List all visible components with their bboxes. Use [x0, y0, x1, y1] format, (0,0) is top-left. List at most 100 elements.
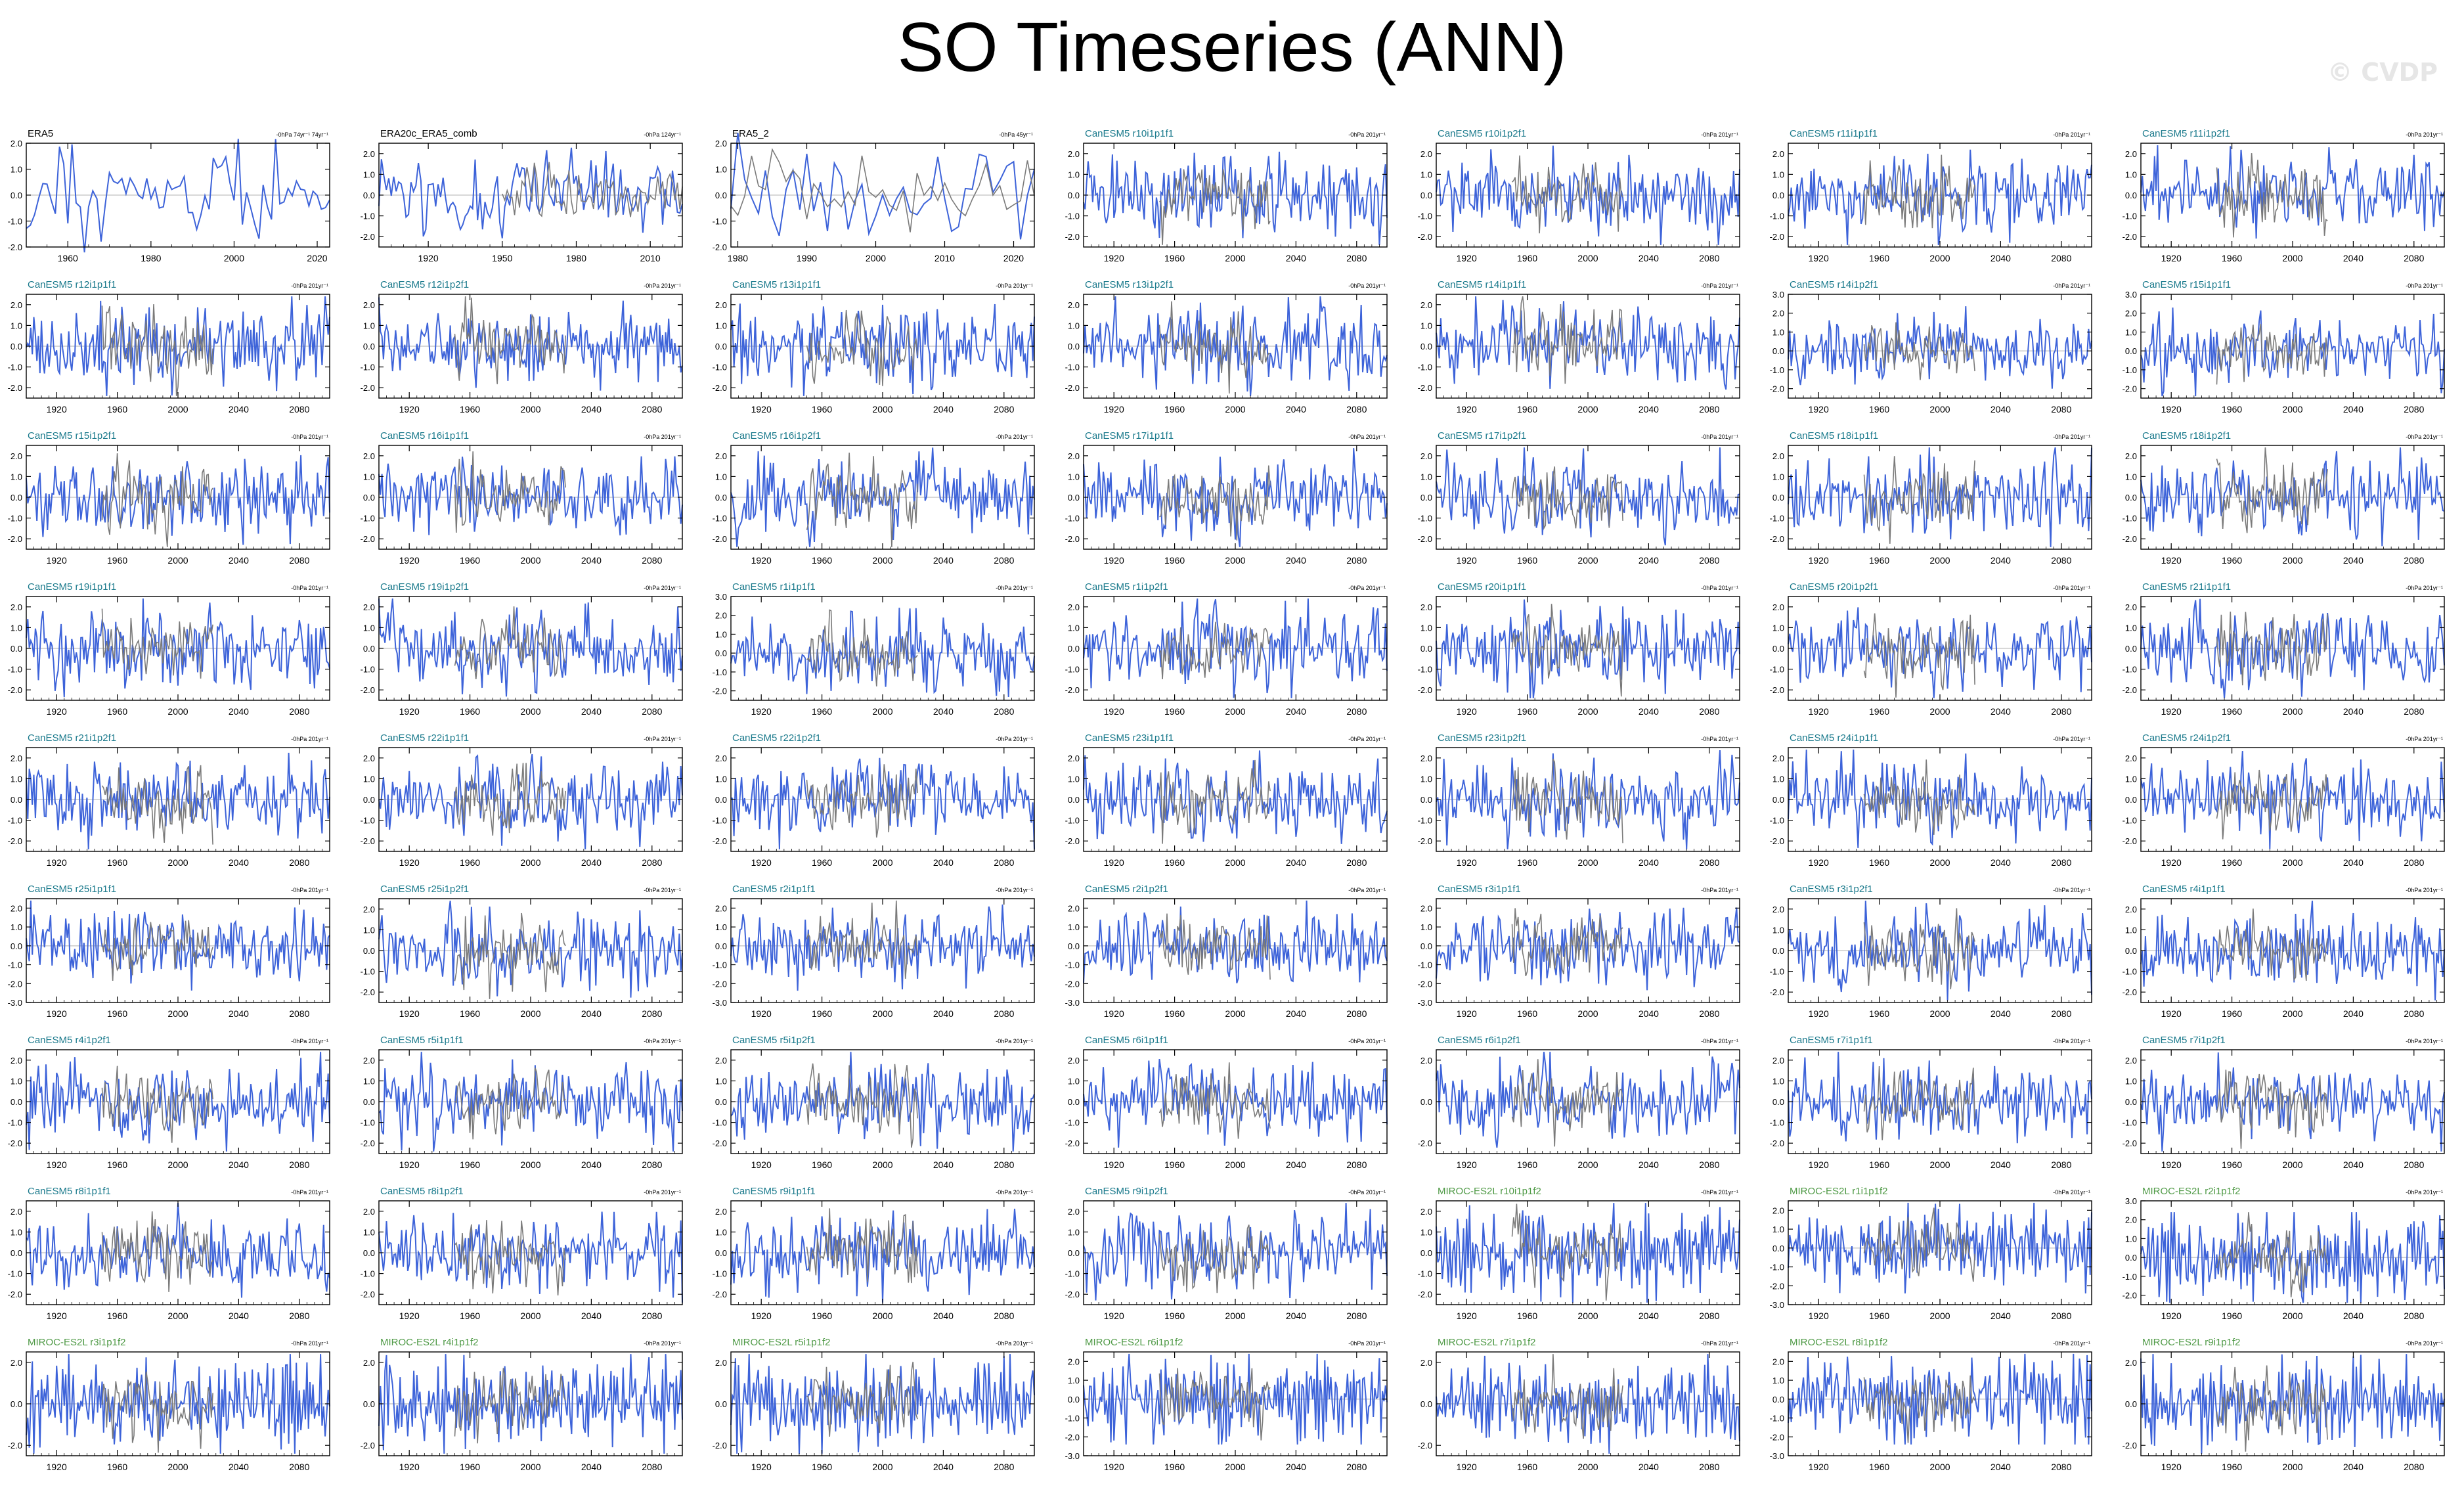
y-tick-label: 0.0 [11, 493, 22, 503]
y-tick-label: 0.0 [1420, 644, 1432, 654]
y-tick-label: 0.0 [1772, 1244, 1784, 1253]
y-tick-label: 2.0 [1772, 1357, 1784, 1366]
x-tick-label: 2040 [1286, 857, 1306, 868]
y-tick-label: 2.0 [363, 1207, 375, 1217]
series-line-obs [1159, 465, 1271, 541]
series-line-primary [378, 1211, 683, 1303]
x-tick-label: 2000 [872, 706, 892, 717]
x-tick-label: 2080 [642, 1159, 662, 1170]
x-tick-label: 2040 [933, 1311, 954, 1321]
x-tick-label: 1920 [1104, 1462, 1124, 1472]
x-tick-label: 2000 [2282, 253, 2302, 263]
x-tick-label: 1950 [492, 253, 512, 263]
x-tick-label: 2000 [1577, 1311, 1598, 1321]
series-line-primary [730, 608, 1035, 698]
series-line-obs [454, 1368, 566, 1444]
panel-title: CanESM5 r2i1p2f1 [1085, 884, 1168, 895]
y-tick-label: -2.0 [713, 1441, 727, 1450]
y-tick-label: 3.0 [1772, 290, 1784, 300]
y-tick-label: 1.0 [1772, 1224, 1784, 1234]
y-tick-label: -1.0 [1770, 1414, 1784, 1424]
series-line-obs [1863, 908, 1975, 989]
x-tick-label: 1960 [2222, 1311, 2242, 1321]
y-tick-label: 1.0 [1068, 1227, 1080, 1237]
panel-subtitle: -0hPa 201yr⁻¹ [996, 1038, 1033, 1045]
series-line-primary [1436, 599, 1740, 698]
panel-subtitle: -0hPa 201yr⁻¹ [2406, 887, 2443, 893]
y-tick-label: -1.0 [1065, 212, 1080, 221]
y-tick-label: 2.0 [11, 1358, 22, 1368]
y-tick-label: 2.0 [1420, 903, 1432, 913]
x-tick-label: 2080 [1346, 555, 1367, 566]
y-tick-label: -1.0 [1770, 1263, 1784, 1272]
y-tick-label: 2.0 [1420, 149, 1432, 159]
x-tick-label: 2000 [872, 857, 892, 868]
x-tick-label: 2020 [1003, 253, 1024, 263]
y-tick-label: 2.0 [715, 611, 727, 621]
y-tick-label: 0.0 [1420, 191, 1432, 200]
y-tick-label: 2.0 [1068, 149, 1080, 159]
y-tick-label: 0.0 [715, 1248, 727, 1258]
x-tick-label: 2080 [1699, 253, 1719, 263]
series-line-primary [2140, 1212, 2445, 1303]
x-tick-label: 2040 [2343, 1008, 2364, 1019]
y-tick-label: 1.0 [11, 165, 22, 175]
y-tick-label: 2.0 [715, 753, 727, 763]
panel-title: MIROC-ES2L r4i1p1f2 [380, 1337, 479, 1348]
x-tick-label: 1960 [107, 1462, 127, 1472]
y-tick-label: 0.0 [363, 342, 375, 351]
y-tick-label: 2.0 [2125, 1215, 2137, 1225]
panel-subtitle: -0hPa 201yr⁻¹ [1348, 887, 1386, 893]
panel-subtitle: -0hPa 201yr⁻¹ [1701, 1038, 1738, 1045]
panel-subtitle: -0hPa 201yr⁻¹ [291, 585, 328, 591]
y-tick-label: -1.0 [1065, 514, 1080, 524]
y-tick-label: -1.0 [1770, 1118, 1784, 1128]
x-tick-label: 2040 [1991, 253, 2011, 263]
y-tick-label: -2.0 [8, 685, 22, 695]
x-tick-label: 2040 [1639, 555, 1659, 566]
x-tick-label: 2040 [2343, 253, 2364, 263]
x-tick-label: 2040 [1639, 1008, 1659, 1019]
panel-45: CanESM5 r6i1p1f1 -0hPa 201yr⁻¹ -2.0 -1.0 0.0… [1065, 1035, 1388, 1170]
y-tick-label: 1.0 [363, 169, 375, 179]
y-tick-label: 1.0 [1420, 1227, 1432, 1237]
y-tick-label: -1.0 [361, 363, 375, 372]
panel-title: CanESM5 r17i1p1f1 [1085, 430, 1174, 441]
panel-38: CanESM5 r2i1p2f1 -0hPa 201yr⁻¹ -3.0 -2.0 -1.… [1065, 884, 1388, 1019]
x-tick-label: 2080 [994, 1008, 1014, 1019]
y-tick-label: -2.0 [1418, 232, 1432, 242]
y-tick-label: -2.0 [1770, 1281, 1784, 1291]
y-tick-label: -2.0 [713, 1290, 727, 1299]
y-tick-label: -2.0 [1418, 383, 1432, 393]
panel-title: CanESM5 r1i1p1f1 [732, 581, 816, 593]
panel-subtitle: -0hPa 201yr⁻¹ [1348, 1340, 1386, 1347]
y-tick-label: 1.0 [11, 472, 22, 482]
x-tick-label: 1960 [812, 1462, 832, 1472]
x-tick-label: 2080 [1699, 706, 1719, 717]
x-tick-label: 1960 [107, 404, 127, 415]
x-tick-label: 2040 [2343, 1311, 2364, 1321]
x-tick-label: 1960 [1164, 1159, 1185, 1170]
y-tick-label: 1.0 [1772, 327, 1784, 337]
y-tick-label: -2.0 [361, 534, 375, 544]
y-tick-label: 2.0 [11, 451, 22, 461]
y-tick-label: 0.0 [1068, 191, 1080, 200]
series-line-primary [378, 753, 683, 849]
panel-subtitle: -0hPa 201yr⁻¹ [291, 887, 328, 893]
panel-subtitle: -0hPa 201yr⁻¹ [1348, 1189, 1386, 1196]
x-tick-label: 1920 [47, 1462, 67, 1472]
series-line-obs [1863, 759, 1975, 835]
panel-subtitle: -0hPa 201yr⁻¹ [291, 736, 328, 742]
y-tick-label: 1.0 [1772, 774, 1784, 784]
x-tick-label: 1920 [1104, 706, 1124, 717]
series-line-primary [378, 1052, 683, 1152]
x-tick-label: 1960 [1164, 857, 1185, 868]
panel-title: MIROC-ES2L r8i1p1f2 [1790, 1337, 1888, 1348]
panel-title: CanESM5 r21i1p2f1 [28, 732, 116, 744]
panel-title: CanESM5 r9i1p2f1 [1085, 1186, 1168, 1197]
x-tick-label: 1920 [751, 1462, 772, 1472]
panel-5: CanESM5 r11i1p1f1 -0hPa 201yr⁻¹ -2.0 -1.0 0.… [1770, 128, 2092, 263]
x-tick-label: 1960 [107, 555, 127, 566]
x-tick-label: 2040 [2343, 706, 2364, 717]
x-tick-label: 2040 [581, 555, 602, 566]
